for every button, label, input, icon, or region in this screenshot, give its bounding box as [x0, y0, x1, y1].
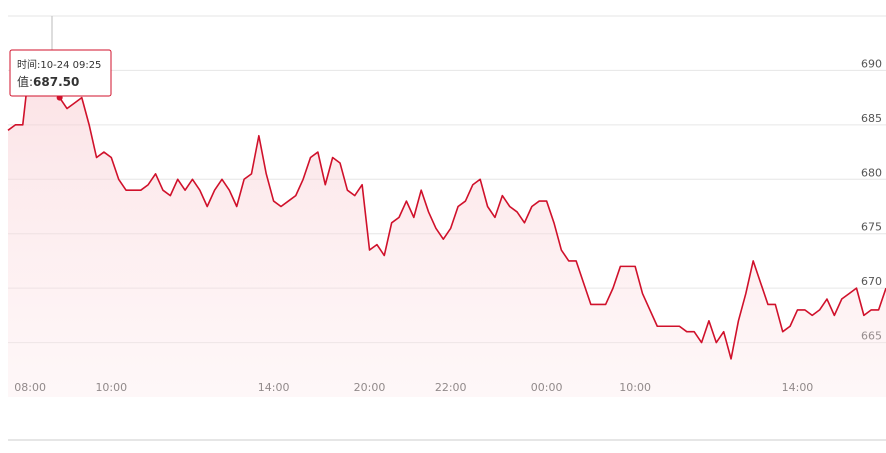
plot	[7, 16, 886, 397]
y-tick-label: 680	[861, 166, 882, 179]
area-fill	[8, 59, 886, 397]
tooltip: 时间:10-24 09:25 值:687.50	[9, 49, 112, 97]
tooltip-time: 时间:10-24 09:25	[17, 58, 101, 71]
y-tick-label: 675	[861, 221, 882, 234]
tooltip-box	[9, 49, 112, 97]
tooltip-value: 值:687.50	[17, 74, 79, 89]
tooltip-number: 687.50	[33, 75, 79, 89]
y-tick-label: 685	[861, 112, 882, 125]
line	[7, 58, 886, 360]
y-tick-label: 670	[861, 275, 882, 288]
tooltip-prefix: 值:	[17, 74, 33, 89]
y-tick-label: 690	[861, 57, 882, 70]
